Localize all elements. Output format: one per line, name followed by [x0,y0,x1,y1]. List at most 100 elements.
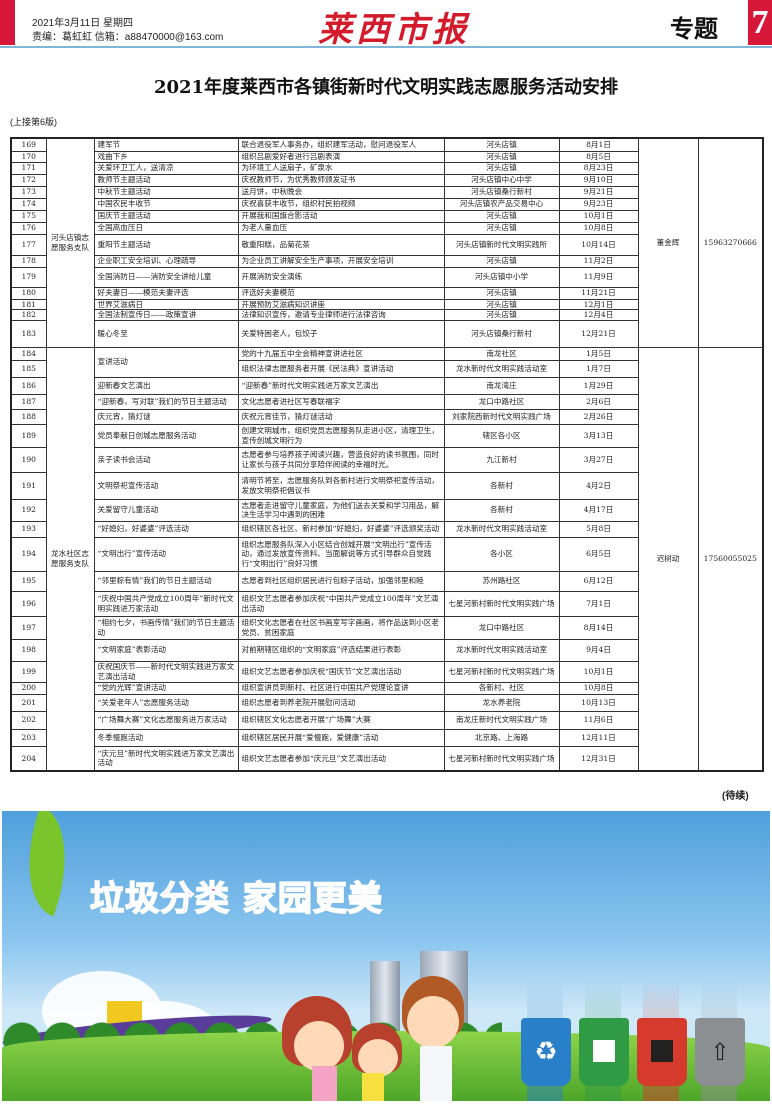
page-title: 2021年度莱西市各镇街新时代文明实践志愿服务活动安排 [153,77,619,98]
activity-content: 组织志愿服务队深入小区结合创城开展“文明出行”宣传活动，通过发放宣传资料、当面解… [237,536,445,572]
activity-location: 刘家院西新时代文明实践广场 [443,408,560,425]
table-row: 169 河头店镇志愿服务支队 建军节 联合退役军人事务办，组织建军活动，慰问退役军人河… [10,137,764,348]
row-number: 169 [10,137,47,152]
other-waste-bin-icon: ⇧ [695,1018,745,1086]
row-number: 176 [10,221,47,235]
activity-content: 庆祝喜获丰收节，组织村民拍视频 [237,197,445,211]
contact-person: 董金辉 [637,137,699,348]
activity-date: 6月5日 [558,536,639,572]
activity-content: 组织吕剧爱好者进行吕剧表演 [237,150,445,163]
activity-name: “党的光辉”宣讲活动 [93,681,239,695]
activity-name: 教师节主题活动 [93,173,239,187]
activity-name: “相约七夕，书画传情”我们的节日主题活动 [93,615,239,640]
activity-name: “迎新春，写对联”我们的节日主题活动 [93,393,239,410]
activity-date: 2月6日 [558,393,639,410]
activity-content: 送月饼，中秋晚会 [237,185,445,199]
activity-date: 8月14日 [558,615,639,640]
row-number: 199 [10,660,47,683]
activity-location: 七星河新村新时代文明实践广场 [443,660,560,683]
activity-location: 河头店镇 [443,161,560,175]
activity-name: 文明祭祀宣传活动 [93,471,239,500]
activity-content: 评选好夫妻模范 [237,286,445,300]
row-number: 195 [10,570,47,592]
table-row: 189 党员奉献日创城志愿服务活动 创建文明城市，组织党员志愿服务队走进小区，清理卫… [10,423,763,448]
table-row: 204 “庆元旦”新时代文明实践进万家文艺演出活动 组织文艺志愿者参加“庆元旦”文艺… [10,745,763,772]
row-number: 186 [10,376,47,395]
table-row: 174 中国农民丰收节 庆祝喜获丰收节，组织村民拍视频 河头店镇农产品交易中心 9月23… [10,197,763,211]
activity-date: 7月1日 [558,590,639,617]
red-side-bar [0,0,15,45]
activity-content: 联合退役军人事务办，组织建军活动，慰问退役军人 [237,137,445,152]
row-number: 171 [10,161,47,175]
activity-date: 2月26日 [558,408,639,425]
contact-person: 迟树动 [637,346,699,772]
activity-location: 河头店镇桑行新村 [443,319,560,348]
activity-location: 辖区各小区 [443,423,560,448]
row-number: 177 [10,233,47,256]
activity-name: 关爱留守儿童活动 [93,498,239,522]
activity-name: 庆元宵，猜灯谜 [93,408,239,425]
activity-date: 11月21日 [558,286,639,300]
row-number: 172 [10,173,47,187]
activity-date: 3月27日 [558,446,639,473]
activity-date: 4月17日 [558,498,639,522]
row-number: 173 [10,185,47,199]
table-row: 184 龙水社区志愿服务支队 宣讲活动 党的十九届五中全会精神宣讲进社区 南龙社区 1月5… [10,346,764,772]
team-name: 龙水社区志愿服务支队 [45,346,95,772]
activity-location: 北京路、上海路 [443,728,560,747]
table-row: 182 全国法制宣传日——政策宣讲 法律知识宣传，邀请专业律师进行法律咨询 河头店镇 1… [10,309,763,321]
activity-location: 河头店镇桑行新村 [443,185,560,199]
activity-location: 各新村 [443,471,560,500]
activity-date: 1月7日 [558,359,639,378]
activity-content: 开展我和国旗合影活动 [237,209,445,223]
row-number: 187 [10,393,47,410]
activity-date: 10月1日 [558,209,639,223]
row-number: 184 [10,346,47,361]
activity-content: 志愿者走进留守儿童家庭，为他们送去关爱和学习用品，解决生活学习中遇到的困难 [237,498,445,522]
table-row: 198 “文明家庭”表彰活动 对前期辖区组织的“文明家庭”评选结果进行表彰 龙水新时代… [10,638,763,662]
activity-date: 12月21日 [558,319,639,348]
activity-location: 九江新村 [443,446,560,473]
row-number: 178 [10,254,47,268]
table-row: 179 全国消防日——消防安全讲给儿童 开展消防安全演练 河头店镇中小学 11月9日 [10,266,763,288]
garbage-sorting-banner: 垃圾分类 家园更美 ♻ ⇧ [2,811,770,1101]
contact-phone: 15963270666 [697,137,764,348]
activity-name: 企业职工安全培训、心理疏导 [93,254,239,268]
table-row: 180 好夫妻日——模范夫妻评选 评选好夫妻模范 河头店镇 11月21日 [10,286,763,300]
activity-location: 南龙庄新时代文明实践广场 [443,710,560,730]
activity-name: 全国高血压日 [93,221,239,235]
to-be-continued-note: (待续) [722,791,749,802]
activity-content: 组织文艺志愿者参加“庆元旦”文艺演出活动 [237,745,445,772]
activity-date: 1月5日 [558,346,639,361]
activity-date: 10月8日 [558,681,639,695]
activity-date: 9月10日 [558,173,639,187]
activity-name: “关爱老年人”志愿服务活动 [93,693,239,712]
activity-date: 8月1日 [558,137,639,152]
activity-name: 关爱环卫工人，送清凉 [93,161,239,175]
activity-table: 169 河头店镇志愿服务支队 建军节 联合退役军人事务办，组织建军活动，慰问退役军人河… [10,137,764,772]
activity-date: 11月6日 [558,710,639,730]
activity-name: “文明出行”宣传活动 [93,536,239,572]
activity-date: 9月23日 [558,197,639,211]
activity-name: 全国法制宣传日——政策宣讲 [93,309,239,321]
team-name: 河头店镇志愿服务支队 [45,137,95,348]
table-row: 196 “庆祝中国共产党成立100周年”新时代文明实践进万家活动 组织文艺志愿者参加… [10,590,763,617]
activity-location: 河头店镇农产品交易中心 [443,197,560,211]
hazardous-waste-bin-icon [637,1018,687,1086]
activity-content: 组织文艺志愿者参加庆祝“中国共产党成立100周年”文艺演出活动 [237,590,445,617]
activity-location: 各小区 [443,536,560,572]
activity-name: 迎新春文艺演出 [93,376,239,395]
recycle-bin-icon: ♻ [521,1018,571,1086]
row-number: 174 [10,197,47,211]
activity-location: 七星河新村新时代文明实践广场 [443,590,560,617]
activity-content: 庆祝元宵佳节，猜灯谜活动 [237,408,445,425]
activity-date: 9月21日 [558,185,639,199]
activity-location: 龙水新时代文明实践活动室 [443,638,560,662]
activity-location: 河头店镇 [443,286,560,300]
activity-content: 志愿者到社区组织居民进行包粽子活动，加强邻里和睦 [237,570,445,592]
row-number: 196 [10,590,47,617]
table-row: 187 “迎新春，写对联”我们的节日主题活动 文化志愿者进社区写春联福字 龙口中路社区… [10,393,763,410]
issue-date: 2021年3月11日 星期四 [32,18,133,29]
table-row: 200 “党的光辉”宣讲活动 组织宣讲员到新村、社区进行中国共产党理论宣讲 各新村、社… [10,681,763,695]
activity-content: 组织辖区居民开展“爱慢跑，爱健康”活动 [237,728,445,747]
